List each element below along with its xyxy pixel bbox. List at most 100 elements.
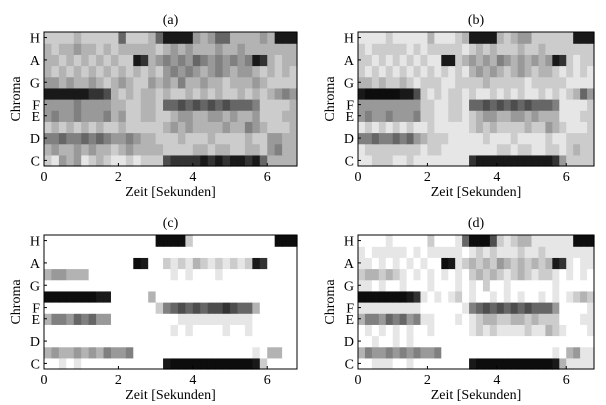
heatmap-cell bbox=[573, 290, 581, 303]
heatmap-cell bbox=[392, 302, 401, 314]
heatmap-cell bbox=[510, 290, 519, 303]
heatmap-cell bbox=[476, 76, 484, 89]
heatmap-cell bbox=[392, 346, 401, 359]
heatmap-cell bbox=[103, 132, 112, 145]
heatmap-cell bbox=[44, 143, 53, 156]
heatmap-cell bbox=[573, 246, 581, 258]
heatmap-cell bbox=[496, 346, 505, 359]
heatmap-cell bbox=[531, 87, 540, 100]
heatmap-cell bbox=[552, 279, 560, 292]
heatmap-cell bbox=[413, 313, 422, 325]
heatmap-cell bbox=[524, 76, 533, 89]
heatmap-cell bbox=[222, 324, 231, 337]
heatmap-cell bbox=[103, 313, 112, 325]
heatmap-cell bbox=[96, 235, 105, 247]
heatmap-cell bbox=[96, 54, 105, 67]
y-tick-label: A bbox=[344, 257, 355, 272]
heatmap-cell bbox=[406, 246, 415, 258]
heatmap-cell bbox=[222, 335, 231, 348]
heatmap-cell bbox=[125, 268, 134, 281]
heatmap-cell bbox=[192, 279, 201, 292]
heatmap-cell bbox=[215, 132, 224, 145]
x-tick-label: 4 bbox=[189, 373, 196, 388]
heatmap-cell bbox=[392, 313, 401, 325]
heatmap-cell bbox=[148, 99, 157, 111]
heatmap-cell bbox=[200, 65, 209, 78]
heatmap-cell bbox=[44, 279, 53, 292]
x-tick-label: 2 bbox=[424, 373, 431, 388]
heatmap-cell bbox=[476, 313, 484, 325]
heatmap-cell bbox=[192, 257, 201, 270]
y-tick-label: A bbox=[30, 257, 41, 272]
heatmap-cell bbox=[580, 65, 588, 78]
heatmap-cell bbox=[385, 143, 394, 156]
heatmap-cell bbox=[51, 110, 60, 122]
heatmap-cell bbox=[538, 313, 547, 325]
heatmap-cell bbox=[282, 87, 291, 100]
y-tick-label: D bbox=[30, 132, 40, 147]
heatmap-cell bbox=[496, 87, 505, 100]
heatmap-cell bbox=[469, 335, 477, 348]
heatmap-cell bbox=[230, 279, 239, 292]
heatmap-cell bbox=[482, 268, 491, 281]
heatmap-cell bbox=[259, 87, 268, 100]
heatmap-cell bbox=[244, 235, 253, 247]
heatmap-cell bbox=[462, 257, 470, 270]
heatmap-cell bbox=[267, 143, 276, 156]
heatmap-cell bbox=[103, 346, 112, 359]
heatmap-cell bbox=[580, 99, 588, 111]
heatmap-cell bbox=[170, 110, 179, 122]
heatmap-cell bbox=[88, 87, 97, 100]
heatmap-cell bbox=[587, 154, 595, 167]
heatmap-cell bbox=[133, 335, 142, 348]
y-tick-label: F bbox=[32, 99, 40, 114]
heatmap-cell bbox=[434, 99, 442, 111]
heatmap-cell bbox=[192, 235, 201, 247]
heatmap-cell bbox=[282, 65, 291, 78]
heatmap-cell bbox=[125, 76, 134, 89]
heatmap-cell bbox=[469, 235, 477, 247]
heatmap-cell bbox=[110, 235, 120, 247]
heatmap-cell bbox=[155, 313, 164, 325]
heatmap-cell bbox=[371, 268, 380, 281]
heatmap-cell bbox=[44, 290, 53, 303]
heatmap-cell bbox=[559, 121, 567, 134]
heatmap-cell bbox=[489, 313, 498, 325]
heatmap-cell bbox=[207, 154, 216, 167]
heatmap-cell bbox=[230, 121, 239, 134]
heatmap-cell bbox=[559, 313, 567, 325]
heatmap-cell bbox=[125, 335, 134, 348]
heatmap-cell bbox=[58, 235, 67, 247]
heatmap-cell bbox=[545, 76, 553, 89]
heatmap-cell bbox=[96, 313, 105, 325]
heatmap-cell bbox=[44, 346, 53, 359]
heatmap-cell bbox=[524, 99, 533, 111]
heatmap-cell bbox=[545, 268, 553, 281]
heatmap-cell bbox=[244, 99, 253, 111]
heatmap-cell bbox=[66, 235, 75, 247]
heatmap-cell bbox=[110, 313, 120, 325]
heatmap-cell bbox=[267, 346, 276, 359]
heatmap-cell bbox=[207, 290, 216, 303]
heatmap-cell bbox=[185, 279, 194, 292]
heatmap-cell bbox=[140, 32, 149, 44]
heatmap-cell bbox=[244, 268, 253, 281]
heatmap-cell bbox=[125, 235, 134, 247]
heatmap-cell bbox=[81, 257, 90, 270]
heatmap-cell bbox=[378, 121, 387, 134]
heatmap-cell bbox=[289, 246, 298, 258]
heatmap-cell bbox=[358, 357, 366, 370]
heatmap-cell bbox=[81, 121, 90, 134]
y-tick-label: E bbox=[31, 313, 40, 328]
heatmap-cell bbox=[489, 87, 498, 100]
heatmap-cell bbox=[587, 32, 595, 44]
heatmap-cell bbox=[476, 324, 484, 337]
heatmap-cell bbox=[230, 76, 239, 89]
heatmap-cell bbox=[358, 132, 366, 145]
heatmap-cell bbox=[51, 302, 60, 314]
heatmap-cell bbox=[385, 65, 394, 78]
heatmap-cell bbox=[230, 313, 239, 325]
heatmap-cell bbox=[573, 279, 581, 292]
heatmap-cell bbox=[244, 279, 253, 292]
heatmap-cell bbox=[282, 279, 291, 292]
